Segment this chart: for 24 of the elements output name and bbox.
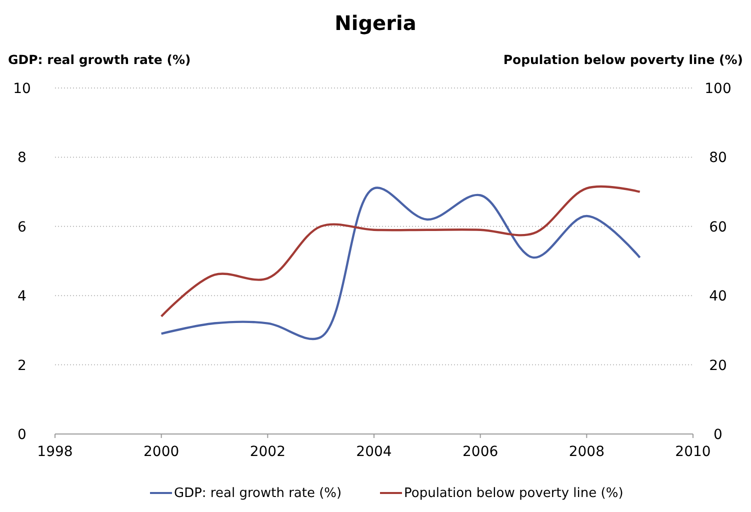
y2-tick-label: 40 [709, 288, 727, 305]
y2-axis-title: Population below poverty line (%) [503, 52, 743, 67]
legend-label: GDP: real growth rate (%) [174, 486, 342, 501]
y-tick-label: 8 [18, 150, 26, 166]
y-tick-label: 4 [18, 288, 27, 305]
y2-tick-label: 60 [709, 219, 727, 236]
x-tick-label: 2004 [356, 444, 392, 460]
y2-tick-label: 80 [709, 150, 727, 166]
legend-label: Population below poverty line (%) [404, 486, 624, 501]
x-tick-label: 2010 [675, 444, 711, 460]
y2-tick-label: 0 [714, 427, 722, 443]
x-tick-label: 2006 [462, 444, 498, 460]
y2-tick-label: 20 [709, 358, 727, 374]
chart-title: Nigeria [334, 11, 416, 35]
y-tick-label: 10 [13, 81, 31, 97]
y-tick-label: 6 [18, 219, 27, 236]
y2-tick-label: 100 [704, 81, 732, 97]
y-tick-label: 2 [18, 358, 26, 374]
x-tick-label: 2008 [568, 444, 604, 460]
y-axis-title: GDP: real growth rate (%) [8, 52, 191, 67]
x-tick-label: 2002 [250, 444, 286, 460]
y-tick-label: 0 [18, 427, 26, 443]
x-tick-label: 2000 [144, 444, 180, 460]
x-tick-label: 1998 [37, 444, 73, 460]
